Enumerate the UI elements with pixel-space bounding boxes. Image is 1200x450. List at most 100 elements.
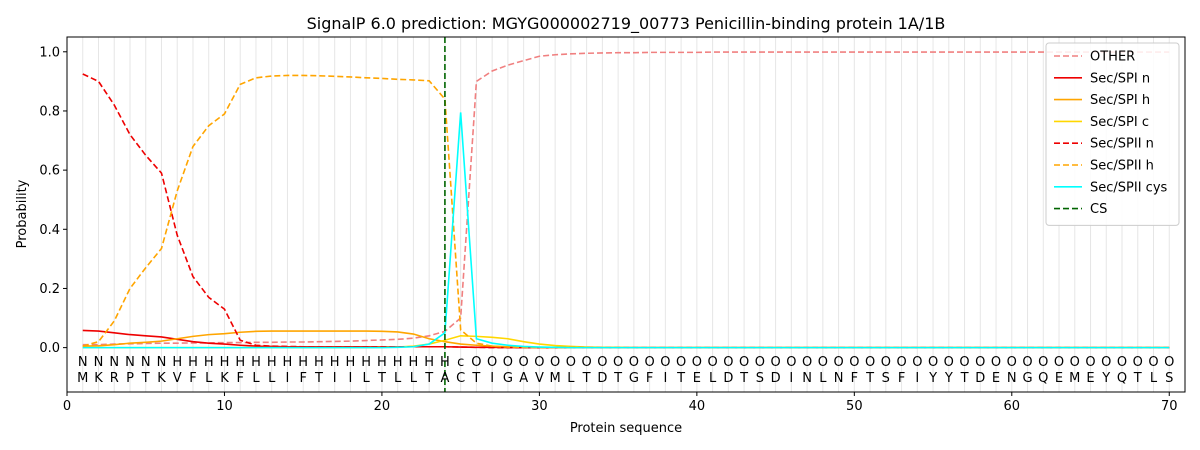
region-label: O	[802, 355, 812, 370]
residue-label: C	[456, 371, 465, 386]
region-label: O	[881, 355, 891, 370]
region-label: H	[283, 355, 293, 370]
residue-label: I	[490, 371, 494, 386]
region-label: O	[1101, 355, 1111, 370]
region-label: O	[1133, 355, 1143, 370]
region-label: O	[975, 355, 985, 370]
residue-label: Y	[1101, 371, 1110, 386]
residue-label: L	[268, 371, 276, 386]
region-label: O	[786, 355, 796, 370]
region-label: O	[1164, 355, 1174, 370]
residue-label: G	[1022, 371, 1032, 386]
residue-label: Q	[1117, 371, 1127, 386]
region-label: O	[519, 355, 529, 370]
region-label: O	[739, 355, 749, 370]
x-tick-label: 30	[531, 399, 548, 414]
residue-label: F	[299, 371, 306, 386]
residue-label: T	[471, 371, 480, 386]
region-label: O	[629, 355, 639, 370]
legend-entry: Sec/SPI h	[1090, 93, 1150, 108]
residue-label: L	[819, 371, 827, 386]
legend-entry: Sec/SPII h	[1090, 159, 1154, 174]
residue-label: I	[663, 371, 667, 386]
region-label: O	[550, 355, 560, 370]
x-axis-label: Protein sequence	[570, 421, 682, 436]
region-label: O	[676, 355, 686, 370]
residue-label: L	[1150, 371, 1158, 386]
residue-label: L	[252, 371, 260, 386]
residue-label: T	[1133, 371, 1142, 386]
residue-label: I	[286, 371, 290, 386]
residue-label: L	[394, 371, 402, 386]
region-label: O	[660, 355, 670, 370]
region-label: H	[204, 355, 214, 370]
residue-label: N	[834, 371, 844, 386]
residue-label: T	[141, 371, 150, 386]
residue-label: L	[410, 371, 418, 386]
residue-label: M	[77, 371, 88, 386]
residue-label: R	[110, 371, 119, 386]
y-tick-label: 0.2	[39, 282, 60, 297]
residue-label: A	[519, 371, 528, 386]
x-tick-label: 50	[846, 399, 863, 414]
residue-label: V	[173, 371, 182, 386]
residue-label: T	[314, 371, 323, 386]
region-label: H	[346, 355, 356, 370]
residue-label: Y	[928, 371, 937, 386]
residue-label: K	[157, 371, 166, 386]
region-label: O	[896, 355, 906, 370]
residue-label: S	[756, 371, 764, 386]
residue-label: A	[440, 371, 449, 386]
residue-label: I	[915, 371, 919, 386]
region-label: N	[141, 355, 151, 370]
legend: OTHER Sec/SPI n Sec/SPI h Sec/SPI c Sec/SPII…	[1045, 42, 1180, 226]
series-line-other	[82, 51, 1170, 346]
legend-entry: Sec/SPI c	[1090, 115, 1149, 130]
residue-label: E	[1055, 371, 1063, 386]
x-axis-ticks: 0 10 20 30 40 50 60 70	[63, 392, 1178, 414]
x-tick-label: 70	[1161, 399, 1178, 414]
x-tick-label: 10	[216, 399, 233, 414]
residue-label: N	[1007, 371, 1017, 386]
region-label: H	[424, 355, 434, 370]
region-label: H	[172, 355, 182, 370]
region-label: O	[1038, 355, 1048, 370]
residue-label: T	[865, 371, 874, 386]
residue-label: T	[377, 371, 386, 386]
region-label: O	[959, 355, 969, 370]
region-label: H	[314, 355, 324, 370]
residue-label: L	[363, 371, 371, 386]
x-tick-label: 60	[1004, 399, 1021, 414]
region-label: H	[235, 355, 245, 370]
legend-entry: Sec/SPII n	[1090, 137, 1154, 152]
region-label: O	[707, 355, 717, 370]
residue-label: S	[1165, 371, 1173, 386]
residue-label: M	[550, 371, 561, 386]
region-label: O	[471, 355, 481, 370]
residue-label: E	[992, 371, 1000, 386]
y-tick-label: 0.4	[39, 223, 60, 238]
y-tick-label: 0.0	[39, 341, 60, 356]
residue-label: F	[189, 371, 196, 386]
region-label: O	[818, 355, 828, 370]
residue-label: L	[709, 371, 717, 386]
region-label: H	[393, 355, 403, 370]
residue-label: G	[629, 371, 639, 386]
legend-entry: Sec/SPI n	[1090, 71, 1150, 86]
region-label: O	[487, 355, 497, 370]
region-label: O	[613, 355, 623, 370]
region-label: O	[770, 355, 780, 370]
region-label: O	[645, 355, 655, 370]
region-label: O	[991, 355, 1001, 370]
plot-frame	[66, 36, 1186, 393]
region-label: O	[944, 355, 954, 370]
region-label: O	[1070, 355, 1080, 370]
x-tick-label: 40	[689, 399, 706, 414]
y-axis-label: Probability	[15, 179, 30, 248]
residue-label: T	[739, 371, 748, 386]
residue-label: M	[1069, 371, 1080, 386]
residue-label: T	[613, 371, 622, 386]
residue-label: E	[1086, 371, 1094, 386]
residue-label: Q	[1038, 371, 1048, 386]
series-lines	[82, 37, 1170, 392]
